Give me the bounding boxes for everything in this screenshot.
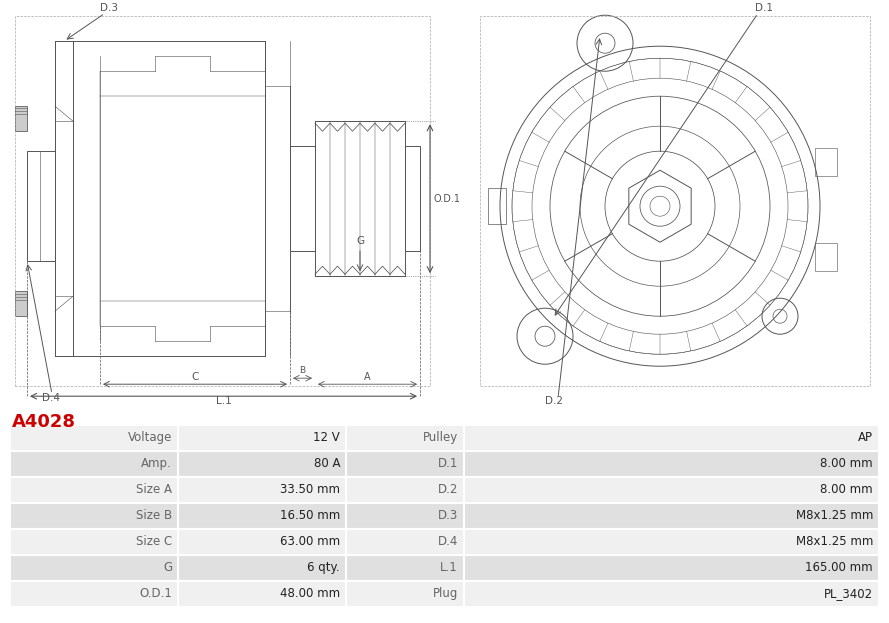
Bar	[15, 291, 27, 316]
Bar	[464, 529, 879, 555]
Text: C: C	[191, 372, 198, 382]
Bar	[464, 451, 879, 477]
Text: O.D.1: O.D.1	[434, 194, 461, 204]
Text: D.3: D.3	[437, 510, 458, 523]
Bar	[346, 529, 464, 555]
Text: 33.50 mm: 33.50 mm	[280, 483, 340, 497]
Bar	[10, 451, 178, 477]
Bar	[178, 581, 346, 607]
Bar	[464, 503, 879, 529]
Bar	[346, 503, 464, 529]
Text: Voltage: Voltage	[128, 432, 172, 444]
Bar	[464, 425, 879, 451]
Bar	[15, 106, 27, 131]
Bar	[10, 555, 178, 581]
Bar	[480, 16, 870, 386]
Bar	[815, 243, 837, 271]
Bar	[10, 503, 178, 529]
Bar	[346, 425, 464, 451]
Text: G: G	[163, 561, 172, 574]
Text: D.4: D.4	[437, 536, 458, 548]
Text: AP: AP	[858, 432, 873, 444]
Bar	[178, 503, 346, 529]
Text: M8x1.25 mm: M8x1.25 mm	[796, 536, 873, 548]
Text: 165.00 mm: 165.00 mm	[805, 561, 873, 574]
Text: Amp.: Amp.	[141, 457, 172, 470]
Text: O.D.1: O.D.1	[139, 587, 172, 601]
Text: B: B	[299, 366, 305, 375]
Bar	[464, 581, 879, 607]
Text: 80 A: 80 A	[314, 457, 340, 470]
Text: Pulley: Pulley	[423, 432, 458, 444]
Bar	[405, 146, 420, 251]
Text: PL_3402: PL_3402	[824, 587, 873, 601]
Text: L.1: L.1	[216, 396, 231, 406]
Text: Size A: Size A	[136, 483, 172, 497]
Bar	[15, 16, 430, 386]
Text: D.2: D.2	[437, 483, 458, 497]
Text: 48.00 mm: 48.00 mm	[280, 587, 340, 601]
Text: Size B: Size B	[136, 510, 172, 523]
Bar	[178, 425, 346, 451]
Text: Plug: Plug	[433, 587, 458, 601]
Bar	[178, 477, 346, 503]
Text: D.2: D.2	[545, 396, 563, 406]
Bar	[464, 477, 879, 503]
Text: A: A	[364, 372, 371, 382]
Text: A4028: A4028	[12, 413, 76, 431]
Bar	[178, 451, 346, 477]
Text: D.4: D.4	[42, 393, 60, 403]
Bar	[815, 148, 837, 176]
Bar	[10, 425, 178, 451]
Text: 16.50 mm: 16.50 mm	[280, 510, 340, 523]
Text: 8.00 mm: 8.00 mm	[821, 483, 873, 497]
Bar	[55, 41, 73, 356]
Bar	[10, 581, 178, 607]
Bar	[488, 188, 506, 224]
Bar	[346, 477, 464, 503]
Text: D.3: D.3	[100, 3, 118, 13]
Bar	[10, 529, 178, 555]
Bar	[346, 451, 464, 477]
Text: L.1: L.1	[440, 561, 458, 574]
Text: 6 qty.: 6 qty.	[308, 561, 340, 574]
Bar	[178, 529, 346, 555]
Bar	[290, 146, 315, 251]
Text: 63.00 mm: 63.00 mm	[280, 536, 340, 548]
Text: D.1: D.1	[437, 457, 458, 470]
Bar	[346, 581, 464, 607]
Text: 8.00 mm: 8.00 mm	[821, 457, 873, 470]
Text: 12 V: 12 V	[313, 432, 340, 444]
Bar	[346, 555, 464, 581]
Bar	[178, 555, 346, 581]
Bar	[27, 151, 55, 261]
Text: D.1: D.1	[755, 3, 773, 13]
Bar	[10, 477, 178, 503]
Text: Size C: Size C	[136, 536, 172, 548]
Bar	[464, 555, 879, 581]
Text: M8x1.25 mm: M8x1.25 mm	[796, 510, 873, 523]
Text: G: G	[356, 236, 364, 246]
